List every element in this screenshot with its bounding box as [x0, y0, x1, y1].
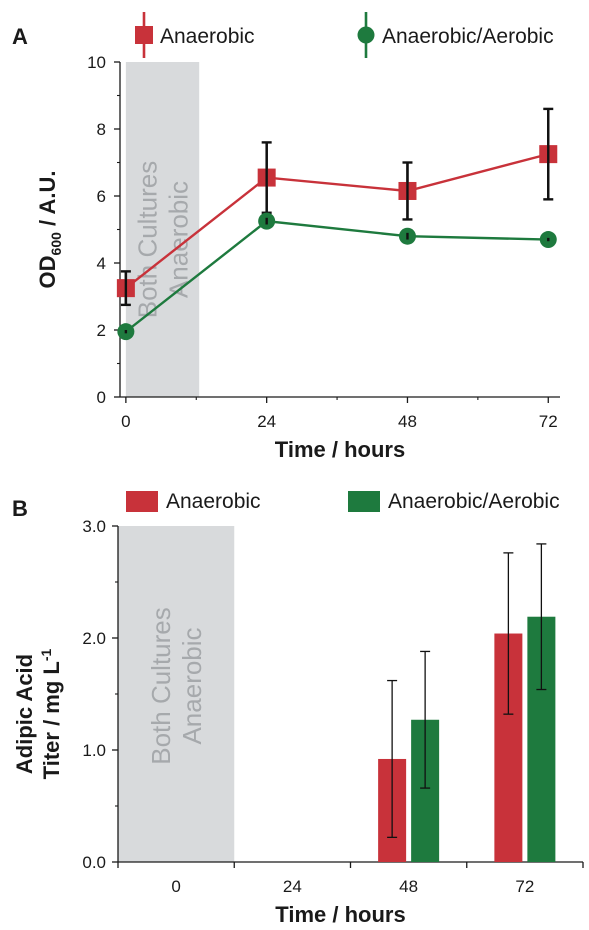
- y-tick-label-b: 3.0: [82, 517, 106, 536]
- panel-b-label: B: [12, 496, 28, 521]
- shaded-region-label-line: Both Cultures: [133, 161, 163, 319]
- y-axis-title-rest: / A.U.: [35, 171, 60, 233]
- legend-marker-circle: [357, 26, 375, 44]
- legend-marker-square: [135, 26, 153, 44]
- y-tick-label-b: 2.0: [82, 629, 106, 648]
- x-tick-label-b: 0: [171, 877, 180, 896]
- x-tick-label-a: 48: [398, 412, 417, 431]
- x-tick-label-a: 0: [121, 412, 130, 431]
- y-axis-title-line1: Adipic Acid: [12, 654, 37, 774]
- shaded-region-label-b: Both CulturesAnaerobic: [146, 607, 207, 765]
- legend-label: Anaerobic: [166, 490, 261, 513]
- x-tick-label-b: 24: [283, 877, 302, 896]
- series-line-0: [125, 152, 549, 290]
- shaded-region-label-a: Both CulturesAnaerobic: [133, 161, 194, 319]
- y-axis-title-a: OD600 / A.U.: [35, 171, 64, 289]
- shaded-region-label-line: Anaerobic: [177, 627, 207, 744]
- shaded-region-label-line: Both Cultures: [146, 607, 176, 765]
- legend-swatch: [126, 491, 158, 512]
- y-axis-title-sub: 600: [48, 232, 64, 256]
- x-tick-label-b: 72: [515, 877, 534, 896]
- shaded-region-b: [118, 526, 235, 862]
- x-tick-label-a: 72: [539, 412, 558, 431]
- legend-label: Anaerobic/Aerobic: [388, 490, 560, 513]
- y-tick-label-b: 1.0: [82, 741, 106, 760]
- y-axis-title-sup: -1: [38, 648, 54, 661]
- legend-label: Anaerobic/Aerobic: [382, 25, 554, 48]
- y-tick-label-a: 6: [97, 187, 106, 206]
- y-tick-label-a: 8: [97, 120, 106, 139]
- y-axis-title-main: OD: [35, 255, 60, 288]
- y-axis-title-line2: Titer / mg L: [39, 661, 64, 779]
- y-axis-title-b: Adipic AcidTiter / mg L-1: [12, 648, 64, 779]
- panel-a-label: A: [12, 24, 28, 49]
- y-tick-label-a: 4: [97, 254, 106, 273]
- shaded-region-a: [125, 62, 200, 397]
- legend-label: Anaerobic: [160, 25, 255, 48]
- y-tick-label-a: 0: [97, 388, 106, 407]
- y-tick-label-a: 10: [87, 53, 106, 72]
- legend-swatch: [348, 491, 380, 512]
- y-tick-label-a: 2: [97, 321, 106, 340]
- series-line-1: [125, 219, 549, 333]
- x-axis-title-a: Time / hours: [275, 437, 405, 462]
- x-tick-label-a: 24: [257, 412, 276, 431]
- x-tick-label-b: 48: [399, 877, 418, 896]
- y-tick-label-b: 0.0: [82, 853, 106, 872]
- x-axis-title-b: Time / hours: [275, 902, 405, 927]
